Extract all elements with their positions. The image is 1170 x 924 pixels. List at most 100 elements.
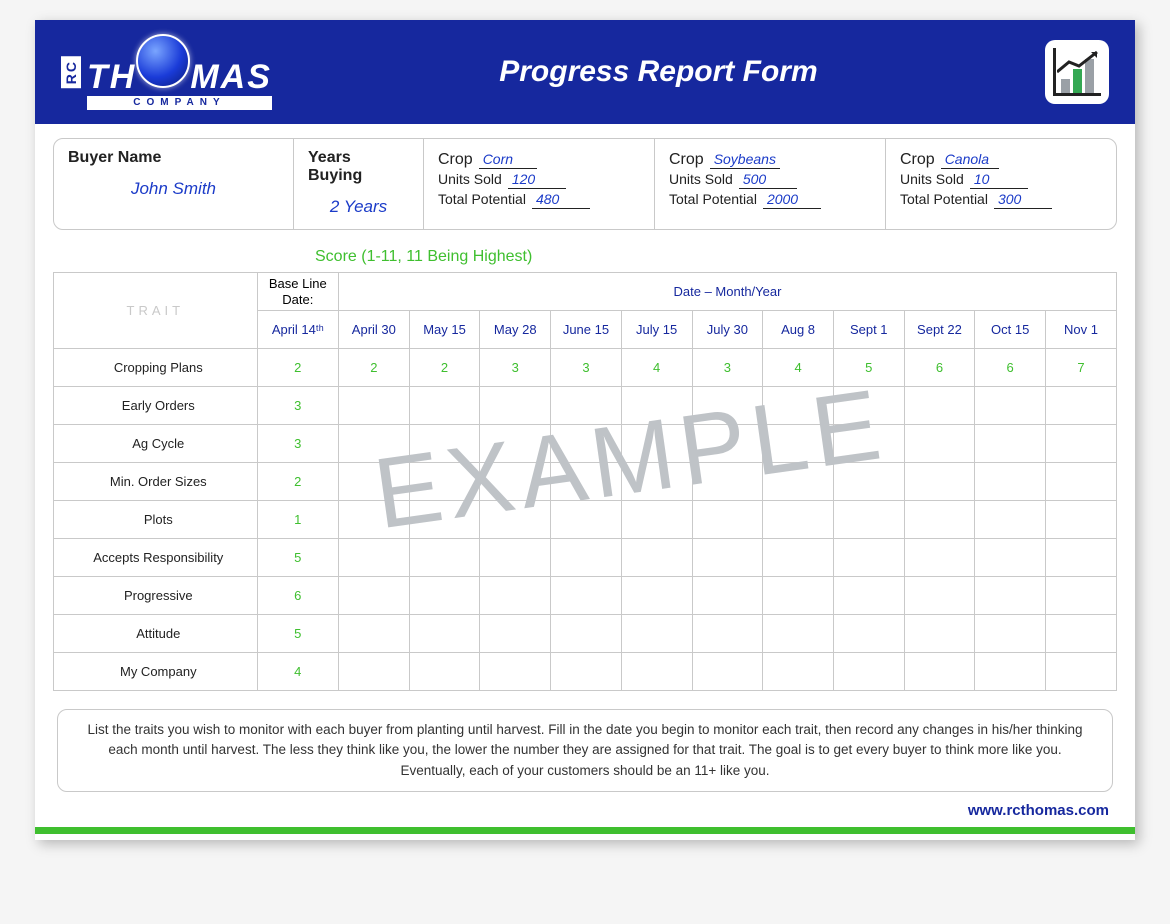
date-span-header: Date – Month/Year	[338, 273, 1116, 311]
score-cell	[409, 539, 480, 577]
baseline-score: 5	[257, 615, 338, 653]
score-cell	[833, 501, 904, 539]
date-col-7: Sept 1	[833, 311, 904, 349]
crop-units-0: 120	[508, 171, 566, 189]
score-cell	[1046, 615, 1117, 653]
score-cell	[621, 387, 692, 425]
score-cell: 6	[904, 349, 975, 387]
score-cell	[975, 463, 1046, 501]
score-cell	[621, 539, 692, 577]
score-cell	[551, 577, 622, 615]
trait-label: Ag Cycle	[54, 425, 258, 463]
date-col-0: April 30	[338, 311, 409, 349]
score-cell	[904, 387, 975, 425]
score-cell	[480, 577, 551, 615]
score-cell	[551, 653, 622, 691]
years-buying-value: 2 Years	[308, 197, 409, 217]
baseline-score: 5	[257, 539, 338, 577]
trait-label: Accepts Responsibility	[54, 539, 258, 577]
baseline-score: 6	[257, 577, 338, 615]
score-cell: 4	[763, 349, 834, 387]
chart-icon	[1045, 40, 1109, 104]
score-cell	[338, 539, 409, 577]
baseline-score: 2	[257, 349, 338, 387]
score-cell	[480, 425, 551, 463]
score-cell	[904, 615, 975, 653]
score-cell	[338, 501, 409, 539]
score-cell	[621, 615, 692, 653]
report-sheet: RC THMAS COMPANY Progress Report Form Bu…	[35, 20, 1135, 840]
score-cell	[621, 577, 692, 615]
baseline-score: 2	[257, 463, 338, 501]
score-cell	[551, 539, 622, 577]
trait-table: TRAIT Base Line Date: Date – Month/Year …	[53, 272, 1117, 691]
trait-label: Early Orders	[54, 387, 258, 425]
score-cell	[763, 577, 834, 615]
trait-header: TRAIT	[54, 273, 258, 349]
baseline-date: April 14ᵗʰ	[257, 311, 338, 349]
date-col-10: Nov 1	[1046, 311, 1117, 349]
footer-green-bar	[35, 827, 1135, 834]
crop-potential-1: 2000	[763, 191, 821, 209]
table-row: Accepts Responsibility5	[54, 539, 1117, 577]
crop-cell-0: CropCorn Units Sold120 Total Potential48…	[424, 139, 655, 229]
score-cell	[551, 463, 622, 501]
score-cell	[975, 387, 1046, 425]
score-cell: 2	[338, 349, 409, 387]
score-cell	[551, 501, 622, 539]
website-url: www.rcthomas.com	[35, 802, 1109, 819]
header-bar: RC THMAS COMPANY Progress Report Form	[35, 20, 1135, 124]
table-row: My Company4	[54, 653, 1117, 691]
score-cell	[621, 425, 692, 463]
buyer-info-row: Buyer Name John Smith Years Buying 2 Yea…	[53, 138, 1117, 230]
score-cell	[692, 463, 763, 501]
score-cell	[338, 387, 409, 425]
trait-label: Progressive	[54, 577, 258, 615]
score-cell	[833, 539, 904, 577]
logo-company: COMPANY	[87, 96, 272, 110]
score-cell	[551, 387, 622, 425]
score-cell	[1046, 425, 1117, 463]
score-cell	[904, 463, 975, 501]
score-cell: 5	[833, 349, 904, 387]
baseline-score: 1	[257, 501, 338, 539]
baseline-header: Base Line Date:	[257, 273, 338, 311]
score-cell	[692, 653, 763, 691]
score-caption: Score (1-11, 11 Being Highest)	[315, 248, 1135, 266]
score-cell	[975, 425, 1046, 463]
score-cell	[338, 615, 409, 653]
table-row: Progressive6	[54, 577, 1117, 615]
score-cell	[904, 653, 975, 691]
baseline-score: 3	[257, 425, 338, 463]
trait-label: Plots	[54, 501, 258, 539]
logo-wordmark: THMAS COMPANY	[87, 34, 272, 110]
score-cell	[692, 425, 763, 463]
trait-label: Attitude	[54, 615, 258, 653]
score-cell	[409, 387, 480, 425]
crop-units-2: 10	[970, 171, 1028, 189]
company-logo: RC THMAS COMPANY	[61, 34, 272, 110]
score-cell	[480, 653, 551, 691]
score-cell	[1046, 387, 1117, 425]
score-cell: 3	[480, 349, 551, 387]
score-cell: 2	[409, 349, 480, 387]
trait-label: My Company	[54, 653, 258, 691]
score-cell	[551, 615, 622, 653]
trait-label: Min. Order Sizes	[54, 463, 258, 501]
score-cell	[833, 387, 904, 425]
score-cell	[409, 501, 480, 539]
score-cell	[1046, 501, 1117, 539]
score-cell	[621, 501, 692, 539]
score-cell	[763, 539, 834, 577]
score-cell	[692, 615, 763, 653]
crop-name-1: Soybeans	[710, 151, 780, 169]
crop-units-1: 500	[739, 171, 797, 189]
table-row: Min. Order Sizes2	[54, 463, 1117, 501]
score-cell	[409, 577, 480, 615]
table-row: Early Orders3	[54, 387, 1117, 425]
score-cell	[692, 501, 763, 539]
page-title: Progress Report Form	[296, 55, 1021, 89]
score-cell	[763, 463, 834, 501]
date-col-3: June 15	[551, 311, 622, 349]
score-cell	[763, 615, 834, 653]
